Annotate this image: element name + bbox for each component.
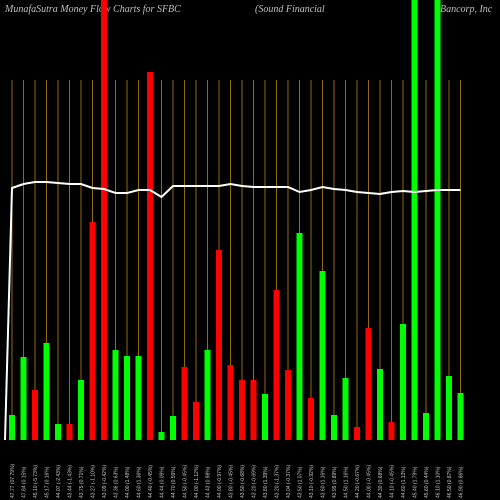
bar — [331, 415, 337, 440]
x-tick-label: 43.80 (-0.45%) — [229, 465, 235, 498]
bar — [135, 356, 142, 440]
x-tick-label: 43.99 (0.89%) — [332, 466, 338, 498]
bar — [262, 394, 268, 440]
bar — [239, 380, 245, 440]
x-tick-label: 44.44 (0.09%) — [160, 466, 166, 498]
bar — [400, 324, 406, 440]
x-tick-label: 44.50 (-0.45%) — [183, 465, 189, 498]
bar — [273, 290, 280, 440]
x-tick-label: 47.77 (07.79%) — [10, 463, 16, 498]
bar — [446, 376, 452, 440]
x-tick-label: 44.00 (-0.97%) — [217, 465, 223, 498]
bar — [296, 233, 303, 440]
bar — [377, 369, 383, 440]
x-tick-label: 43.50 (-0.68%) — [240, 465, 246, 498]
x-tick-label: 43.20 (-1.37%) — [275, 465, 281, 498]
chart-subtitle: Bancorp, Inc — [440, 4, 493, 15]
bar — [66, 424, 73, 440]
bar — [319, 271, 326, 440]
bar — [43, 343, 50, 440]
x-tick-label: 46.10 (1.10%) — [436, 466, 442, 498]
x-tick-label: 43.10 (-0.92%) — [309, 465, 315, 498]
bar — [9, 415, 15, 440]
x-tick-label: 44.60 (1.13%) — [401, 466, 407, 498]
x-tick-label: 44.43 (0.98%) — [206, 466, 212, 498]
x-tick-label: 43.60 (1.16%) — [321, 466, 327, 498]
x-tick-label: 44.00 (1.48%) — [125, 466, 131, 498]
x-tick-label: 45.60 (0.44%) — [424, 466, 430, 498]
bar — [181, 367, 188, 440]
x-tick-label: 45.17 (0.16%) — [45, 466, 51, 498]
x-tick-label: 43.09 (-0.42%) — [102, 465, 108, 498]
bar — [89, 222, 96, 440]
bar — [434, 0, 441, 440]
bar — [204, 350, 211, 440]
bar — [20, 357, 27, 440]
x-tick-label: 44.60 (1.36%) — [137, 466, 143, 498]
bar — [285, 370, 291, 440]
bar — [342, 378, 349, 440]
x-tick-label: 44.20 (-0.67%) — [355, 465, 361, 498]
bar — [147, 72, 153, 440]
x-tick-label: 44.10 (-0.45%) — [390, 465, 396, 498]
bar — [423, 413, 429, 440]
x-tick-label: 44.30 (0.68%) — [378, 466, 384, 498]
x-tick-label: 44.50 (1.16%) — [344, 466, 350, 498]
x-tick-label: 43.36 (0.63%) — [114, 466, 120, 498]
x-tick-label: 46.90 (0.86%) — [459, 466, 465, 498]
x-tick-label: 43.75 (0.71%) — [79, 466, 85, 498]
chart-title: MunafaSutra Money Flow Charts for SFBC — [4, 4, 181, 15]
chart-subtitle: (Sound Financial — [255, 4, 325, 15]
bar — [457, 393, 464, 440]
bar — [250, 380, 257, 440]
x-tick-label: 44.07 (-2.43%) — [56, 465, 62, 498]
x-tick-label: 43.20 (-0.69%) — [252, 465, 258, 498]
x-tick-label: 44.00 (-1.12%) — [194, 465, 200, 498]
bar — [55, 424, 61, 440]
x-tick-label: 43.50 (1.07%) — [298, 466, 304, 498]
bar — [216, 250, 222, 440]
x-tick-label: 44.00 (-0.45%) — [367, 465, 373, 498]
bar — [78, 380, 84, 440]
x-tick-label: 46.50 (0.87%) — [447, 466, 453, 498]
bar — [170, 416, 176, 440]
bar — [365, 328, 372, 440]
x-tick-label: 44.70 (0.59%) — [171, 466, 177, 498]
bar — [227, 365, 234, 440]
bar — [354, 427, 360, 440]
bar — [308, 398, 314, 440]
x-tick-label: 43.04 (-0.37%) — [286, 465, 292, 498]
bar — [158, 432, 165, 440]
bar — [411, 0, 418, 440]
line — [4, 181, 461, 441]
x-tick-label: 43.80 (1.39%) — [263, 466, 269, 498]
bar — [193, 402, 199, 440]
x-tick-label: 45.10 (-5.73%) — [33, 465, 39, 498]
bar — [101, 0, 107, 440]
x-tick-label: 43.27 (-1.10%) — [91, 465, 97, 498]
bar — [32, 390, 38, 440]
x-tick-label: 44.40 (-0.45%) — [148, 465, 154, 498]
x-tick-label: 47.84 (0.15%) — [22, 466, 28, 498]
x-tick-label: 43.44 (-1.43%) — [68, 465, 74, 498]
bar — [124, 356, 130, 440]
bar — [112, 350, 119, 440]
x-tick-label: 45.40 (1.79%) — [413, 466, 419, 498]
bar — [388, 422, 395, 440]
